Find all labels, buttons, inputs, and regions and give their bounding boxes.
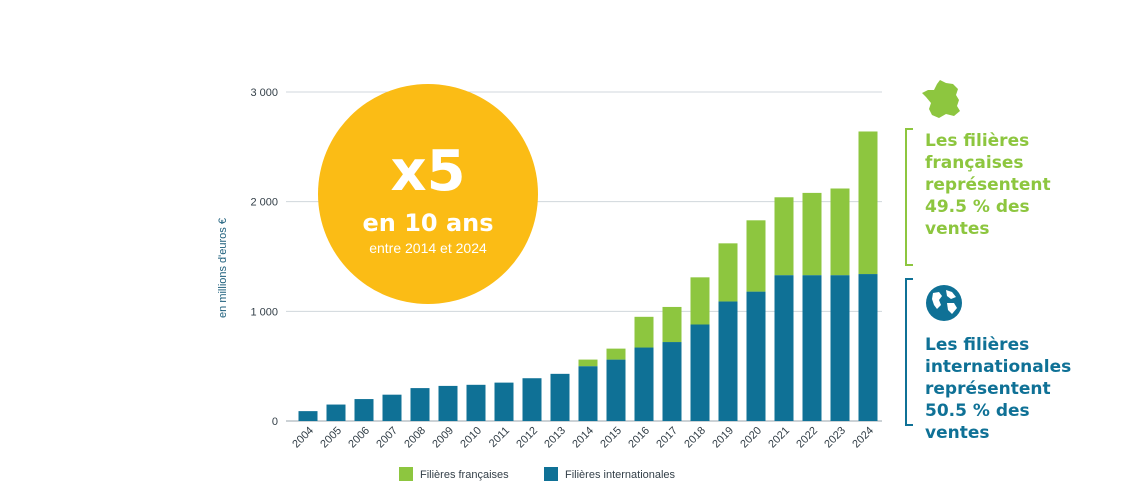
bar-international-2010 xyxy=(466,384,486,421)
y-axis-ticks: 0 1 000 2 000 3 000 xyxy=(250,87,278,428)
badge-multiplier: x5 xyxy=(390,139,465,204)
badge-range: entre 2014 et 2024 xyxy=(369,240,487,256)
bar-international-2017 xyxy=(662,342,682,421)
bar-international-2008 xyxy=(410,388,430,421)
x-axis-ticks: 2004 2005 2006 2007 2008 2009 2010 2011 2012 2013… xyxy=(290,425,876,451)
x-tick-label: 2016 xyxy=(626,425,652,451)
x-tick-label: 2010 xyxy=(458,425,484,451)
x-tick-label: 2004 xyxy=(290,425,316,451)
x-tick-label: 2006 xyxy=(346,425,372,451)
bar-international-2019 xyxy=(718,301,738,421)
x-tick-label: 2009 xyxy=(430,425,456,451)
bar-international-2012 xyxy=(522,378,542,421)
international-share-note: Les filières internationales représenten… xyxy=(925,335,1072,443)
growth-badge: x5 en 10 ans entre 2014 et 2024 xyxy=(318,84,538,304)
bar-international-2023 xyxy=(830,275,850,421)
legend-swatch-french xyxy=(399,467,413,481)
x-tick-label: 2005 xyxy=(318,425,344,451)
y-axis-label: en millions d'euros € xyxy=(217,218,229,318)
bar-international-2020 xyxy=(746,291,766,421)
bar-international-2021 xyxy=(774,275,794,421)
bar-international-2005 xyxy=(326,404,346,421)
bar-french-2016 xyxy=(634,316,654,348)
bar-international-2016 xyxy=(634,347,654,421)
x-tick-label: 2013 xyxy=(542,425,568,451)
french-bracket xyxy=(905,128,913,266)
x-tick-label: 2022 xyxy=(794,425,820,451)
legend: Filières françaises Filières internation… xyxy=(399,467,676,481)
bar-international-2014 xyxy=(578,366,598,421)
bars xyxy=(298,131,878,421)
french-share-note: Les filières françaises représentent 49.… xyxy=(925,131,1051,239)
x-tick-label: 2012 xyxy=(514,425,540,451)
x-tick-label: 2024 xyxy=(850,425,876,451)
bar-international-2013 xyxy=(550,373,570,421)
legend-label-international: Filières internationales xyxy=(565,469,676,481)
bar-french-2015 xyxy=(606,348,626,360)
x-tick-label: 2014 xyxy=(570,425,596,451)
y-tick-label: 1 000 xyxy=(250,306,278,318)
bar-international-2009 xyxy=(438,385,458,421)
globe-icon xyxy=(926,285,962,321)
bar-international-2011 xyxy=(494,382,514,421)
international-bracket xyxy=(905,278,913,426)
bar-french-2021 xyxy=(774,197,794,276)
x-tick-label: 2021 xyxy=(766,425,792,451)
legend-label-french: Filières françaises xyxy=(420,469,509,481)
bar-international-2018 xyxy=(690,324,710,421)
y-tick-label: 0 xyxy=(272,416,278,428)
x-tick-label: 2019 xyxy=(710,425,736,451)
bar-french-2018 xyxy=(690,277,710,325)
bar-french-2014 xyxy=(578,359,598,367)
y-tick-label: 2 000 xyxy=(250,197,278,209)
bar-international-2024 xyxy=(858,274,878,421)
x-tick-label: 2020 xyxy=(738,425,764,451)
x-tick-label: 2015 xyxy=(598,425,624,451)
x-tick-label: 2007 xyxy=(374,425,400,451)
france-map-icon xyxy=(922,80,960,118)
y-tick-label: 3 000 xyxy=(250,87,278,99)
bar-french-2017 xyxy=(662,306,682,343)
bar-french-2019 xyxy=(718,243,738,302)
x-tick-label: 2017 xyxy=(654,425,680,451)
bar-international-2007 xyxy=(382,394,402,421)
badge-period: en 10 ans xyxy=(362,209,493,237)
bar-international-2022 xyxy=(802,275,822,421)
x-tick-label: 2018 xyxy=(682,425,708,451)
badge-circle xyxy=(318,84,538,304)
bar-international-2004 xyxy=(298,411,318,421)
bar-french-2023 xyxy=(830,188,850,276)
legend-swatch-international xyxy=(544,467,558,481)
bar-international-2015 xyxy=(606,359,626,421)
x-tick-label: 2023 xyxy=(822,425,848,451)
bar-french-2022 xyxy=(802,192,822,276)
bar-french-2024 xyxy=(858,131,878,275)
x-tick-label: 2008 xyxy=(402,425,428,451)
bar-international-2006 xyxy=(354,399,374,421)
bar-french-2020 xyxy=(746,220,766,292)
x-tick-label: 2011 xyxy=(487,425,512,450)
